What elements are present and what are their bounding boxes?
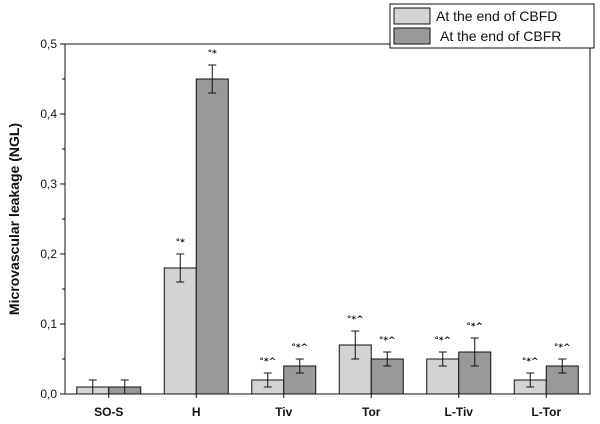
bars: °* °* °*^ °*^ °*^ °*^ °*^ °*^ °*^ °*^ bbox=[76, 49, 579, 395]
significance-label: °*^ bbox=[379, 336, 396, 346]
x-tick-label: H bbox=[192, 405, 201, 419]
significance-label: °* bbox=[176, 238, 186, 248]
x-tick-label: Tiv bbox=[275, 405, 292, 419]
significance-label: °*^ bbox=[291, 343, 308, 353]
plot-frame bbox=[64, 43, 591, 395]
legend-swatch-cbfd bbox=[393, 7, 431, 25]
significance-label: °*^ bbox=[522, 357, 539, 367]
y-tick-label: 0,0 bbox=[40, 387, 57, 401]
significance-label: °*^ bbox=[434, 336, 451, 346]
legend: At the end of CBFD At the end of CBFR bbox=[389, 3, 595, 49]
y-axis-ticks: 0,0 0,1 0,2 0,3 0,4 0,5 bbox=[40, 37, 65, 401]
y-axis-title: Microvascular leakage (NGL) bbox=[6, 123, 22, 315]
significance-label: °*^ bbox=[554, 343, 571, 353]
significance-label: °* bbox=[208, 49, 218, 59]
legend-label-cbfd: At the end of CBFD bbox=[436, 8, 557, 24]
significance-label: °*^ bbox=[466, 322, 483, 332]
x-tick-label: L-Tiv bbox=[445, 405, 474, 419]
significance-label: °*^ bbox=[347, 315, 364, 325]
y-tick-label: 0,1 bbox=[40, 317, 57, 331]
y-tick-label: 0,5 bbox=[40, 37, 57, 51]
y-tick-label: 0,2 bbox=[40, 247, 57, 261]
x-tick-label: SO-S bbox=[94, 405, 123, 419]
bar bbox=[195, 78, 229, 395]
bar bbox=[163, 267, 197, 395]
x-tick-label: L-Tor bbox=[531, 405, 561, 419]
x-axis-labels: SO-S H Tiv Tor L-Tiv L-Tor bbox=[94, 394, 561, 419]
x-tick-label: Tor bbox=[362, 405, 381, 419]
y-tick-label: 0,3 bbox=[40, 177, 57, 191]
legend-label-cbfr: At the end of CBFR bbox=[440, 28, 561, 44]
plot-area bbox=[64, 43, 591, 395]
legend-swatch-cbfr bbox=[393, 27, 431, 45]
y-tick-label: 0,4 bbox=[40, 107, 57, 121]
significance-label: °*^ bbox=[259, 357, 276, 367]
